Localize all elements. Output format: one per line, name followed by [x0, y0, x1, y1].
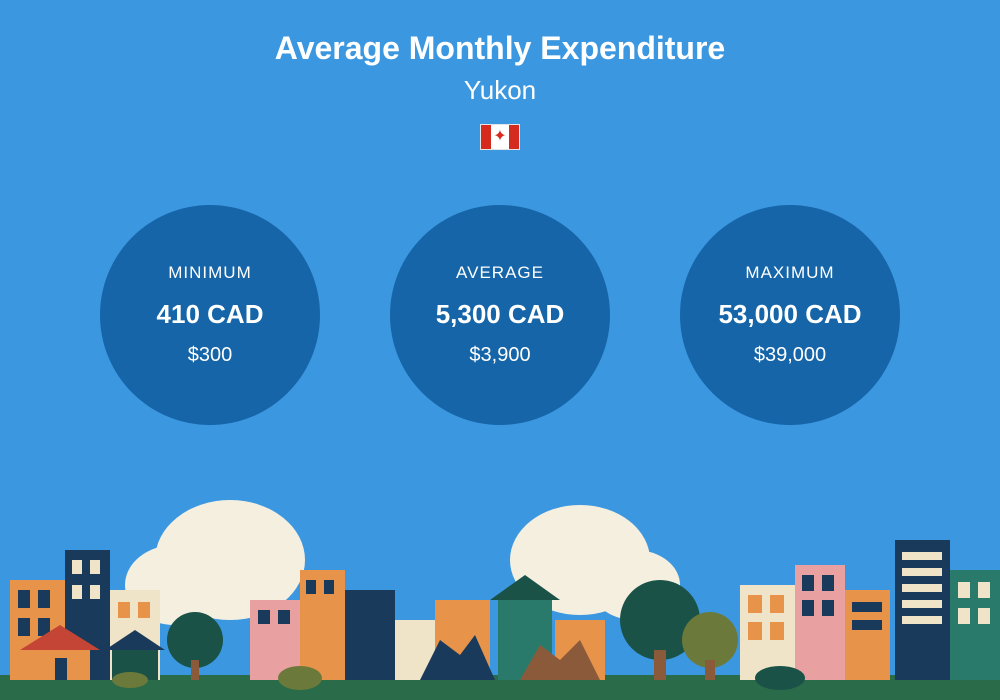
stat-label: AVERAGE [456, 263, 544, 283]
stat-value-usd: $3,900 [469, 344, 530, 367]
stat-value-usd: $300 [188, 344, 233, 367]
stat-circle-maximum: MAXIMUM 53,000 CAD $39,000 [680, 205, 900, 425]
page-subtitle: Yukon [0, 75, 1000, 106]
canada-flag-icon: ✦ [480, 124, 520, 150]
stat-value-cad: 410 CAD [157, 299, 264, 330]
page-title: Average Monthly Expenditure [0, 30, 1000, 67]
stat-circle-minimum: MINIMUM 410 CAD $300 [100, 205, 320, 425]
stat-label: MAXIMUM [745, 263, 834, 283]
stat-value-usd: $39,000 [754, 344, 826, 367]
stats-row: MINIMUM 410 CAD $300 AVERAGE 5,300 CAD $… [0, 205, 1000, 425]
stat-value-cad: 53,000 CAD [718, 299, 861, 330]
cityscape-illustration [0, 490, 1000, 700]
header: Average Monthly Expenditure Yukon ✦ [0, 0, 1000, 155]
stat-circle-average: AVERAGE 5,300 CAD $3,900 [390, 205, 610, 425]
maple-leaf-icon: ✦ [493, 129, 506, 145]
stat-label: MINIMUM [168, 263, 251, 283]
stat-value-cad: 5,300 CAD [436, 299, 565, 330]
